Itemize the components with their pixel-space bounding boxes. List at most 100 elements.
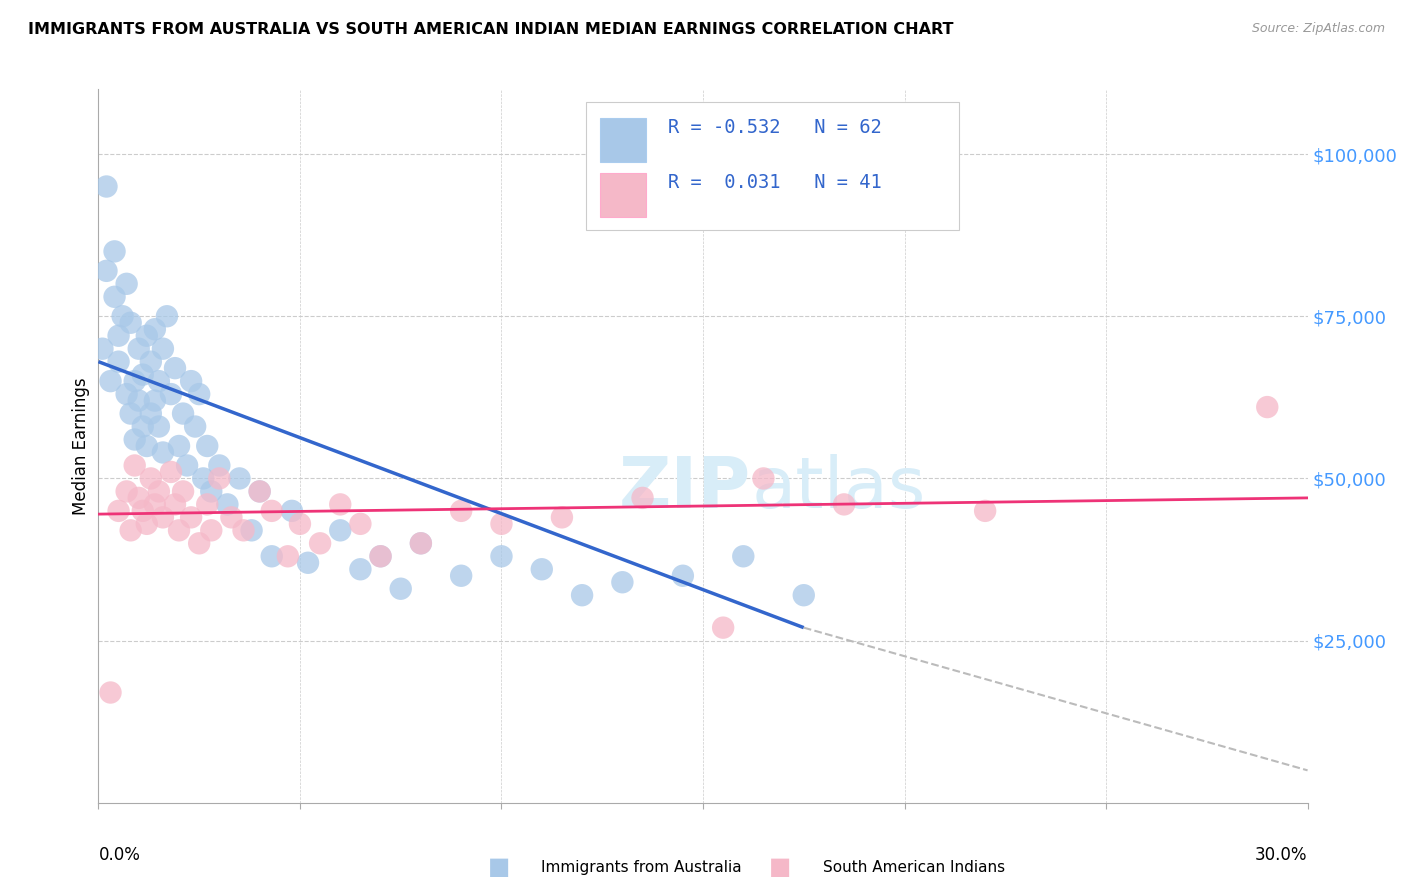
- Point: [389, 582, 412, 596]
- Text: ■: ■: [769, 855, 792, 879]
- Point: [172, 407, 194, 421]
- Point: [551, 510, 574, 524]
- Point: [752, 471, 775, 485]
- Point: [91, 342, 114, 356]
- Point: [172, 484, 194, 499]
- Point: [120, 316, 142, 330]
- Point: [249, 484, 271, 499]
- Point: [148, 419, 170, 434]
- Point: [160, 465, 183, 479]
- Point: [672, 568, 695, 582]
- Point: [107, 504, 129, 518]
- Text: atlas: atlas: [751, 454, 925, 524]
- Point: [228, 471, 250, 485]
- Point: [128, 342, 150, 356]
- Text: South American Indians: South American Indians: [823, 860, 1005, 874]
- Point: [176, 458, 198, 473]
- Point: [200, 484, 222, 499]
- Point: [188, 536, 211, 550]
- Point: [370, 549, 392, 564]
- Point: [124, 374, 146, 388]
- Point: [491, 549, 513, 564]
- Point: [309, 536, 332, 550]
- Point: [143, 322, 166, 336]
- Point: [240, 524, 263, 538]
- Point: [120, 524, 142, 538]
- Point: [188, 387, 211, 401]
- Point: [193, 471, 215, 485]
- Point: [349, 516, 371, 531]
- Text: ZIP: ZIP: [619, 454, 751, 524]
- Point: [733, 549, 755, 564]
- FancyBboxPatch shape: [586, 102, 959, 230]
- Point: [281, 504, 304, 518]
- Point: [195, 497, 218, 511]
- Point: [631, 491, 654, 505]
- Point: [349, 562, 371, 576]
- Point: [260, 549, 283, 564]
- Point: [571, 588, 593, 602]
- FancyBboxPatch shape: [600, 118, 647, 162]
- Point: [200, 524, 222, 538]
- Point: [96, 179, 118, 194]
- Point: [329, 524, 352, 538]
- Point: [180, 510, 202, 524]
- Text: 0.0%: 0.0%: [98, 846, 141, 863]
- Point: [115, 277, 138, 291]
- Point: [139, 407, 162, 421]
- Point: [832, 497, 855, 511]
- Point: [152, 445, 174, 459]
- Point: [124, 458, 146, 473]
- Point: [111, 310, 134, 324]
- Point: [156, 310, 179, 324]
- Point: [249, 484, 271, 499]
- Point: [297, 556, 319, 570]
- Text: Source: ZipAtlas.com: Source: ZipAtlas.com: [1251, 22, 1385, 36]
- Point: [124, 433, 146, 447]
- Point: [128, 393, 150, 408]
- Point: [163, 497, 186, 511]
- Point: [491, 516, 513, 531]
- Text: R =  0.031   N = 41: R = 0.031 N = 41: [668, 173, 882, 192]
- Text: R = -0.532   N = 62: R = -0.532 N = 62: [668, 118, 882, 136]
- Point: [152, 342, 174, 356]
- Point: [103, 244, 125, 259]
- Y-axis label: Median Earnings: Median Earnings: [72, 377, 90, 515]
- Point: [135, 516, 157, 531]
- Point: [100, 685, 122, 699]
- Point: [711, 621, 734, 635]
- Point: [232, 524, 254, 538]
- Point: [180, 374, 202, 388]
- Point: [103, 290, 125, 304]
- Point: [163, 361, 186, 376]
- Point: [148, 374, 170, 388]
- Point: [450, 504, 472, 518]
- Point: [107, 328, 129, 343]
- Point: [184, 419, 207, 434]
- Point: [409, 536, 432, 550]
- Point: [217, 497, 239, 511]
- Text: 30.0%: 30.0%: [1256, 846, 1308, 863]
- Point: [1256, 400, 1278, 414]
- Point: [143, 497, 166, 511]
- Point: [208, 458, 231, 473]
- Point: [277, 549, 299, 564]
- Point: [135, 328, 157, 343]
- Point: [530, 562, 553, 576]
- Point: [450, 568, 472, 582]
- Point: [120, 407, 142, 421]
- Point: [139, 354, 162, 368]
- Point: [409, 536, 432, 550]
- Point: [370, 549, 392, 564]
- Point: [139, 471, 162, 485]
- Point: [208, 471, 231, 485]
- Point: [96, 264, 118, 278]
- Point: [128, 491, 150, 505]
- Point: [793, 588, 815, 602]
- Point: [100, 374, 122, 388]
- Point: [152, 510, 174, 524]
- Point: [329, 497, 352, 511]
- Point: [160, 387, 183, 401]
- Point: [974, 504, 997, 518]
- Text: ■: ■: [488, 855, 510, 879]
